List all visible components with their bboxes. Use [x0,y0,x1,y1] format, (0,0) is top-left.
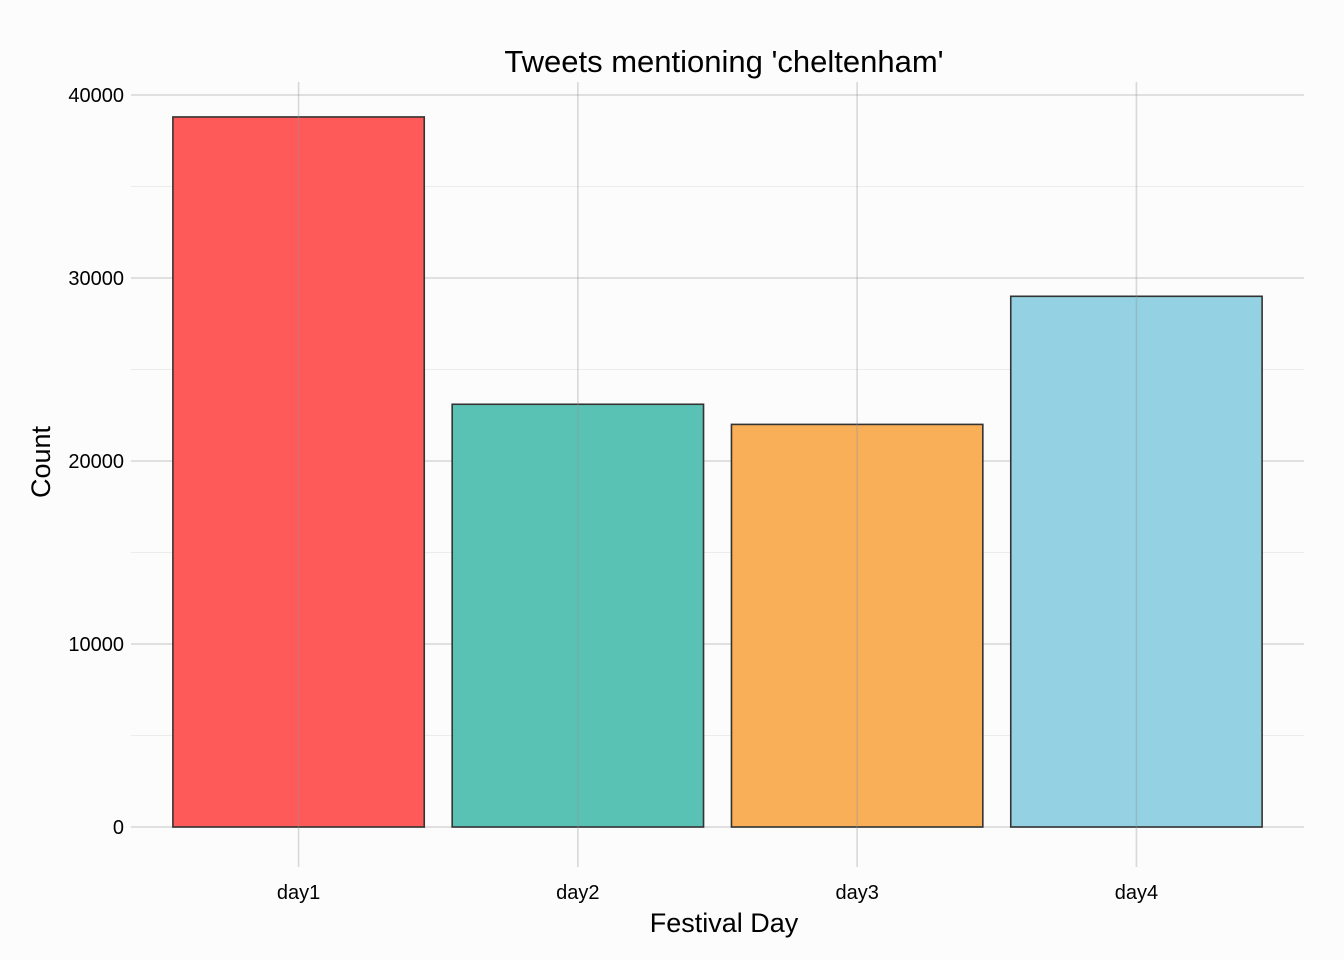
vertical-gridlines [297,82,1138,867]
bar-day2 [451,403,705,828]
y-tick-label: 40000 [68,85,124,107]
x-tick-label: day3 [835,882,878,904]
bar-day3 [730,423,984,828]
x-axis-ticks: day1 day2 day3 day4 [277,882,1158,904]
x-tick-label: day1 [277,882,320,904]
y-tick-label: 10000 [68,634,124,656]
x-tick-label: day4 [1115,882,1158,904]
bar-day1 [172,116,426,828]
x-axis-title: Festival Day [650,908,799,938]
bars [172,116,1263,828]
y-axis-title: Count [26,425,56,498]
y-axis-ticks: 0 10000 20000 30000 40000 [68,85,124,839]
chart-title: Tweets mentioning 'cheltenham' [504,44,943,79]
y-tick-label: 30000 [68,268,124,290]
bar-day4 [1009,295,1263,828]
y-tick-label: 0 [113,817,124,839]
y-tick-label: 20000 [68,451,124,473]
x-tick-label: day2 [556,882,599,904]
